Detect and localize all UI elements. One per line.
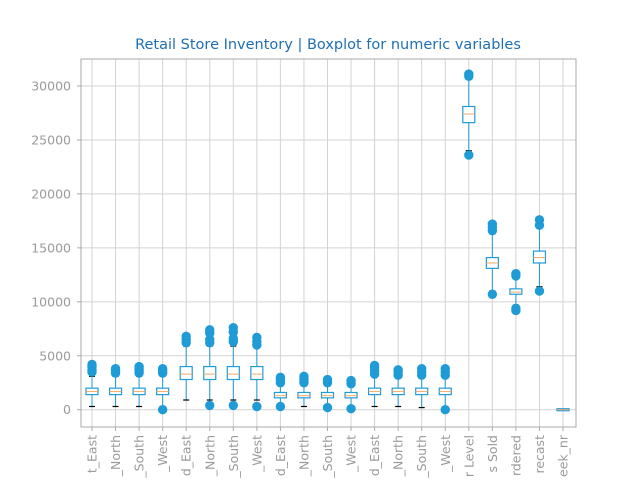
grid-lines bbox=[81, 59, 576, 427]
x-tick-label: rdered bbox=[508, 435, 523, 476]
box-_North bbox=[203, 325, 217, 411]
box-iqr bbox=[179, 365, 193, 381]
box-t_East bbox=[85, 359, 99, 408]
box-d_East bbox=[273, 372, 287, 412]
box-_South bbox=[226, 323, 240, 411]
x-tick-label: _North bbox=[296, 435, 311, 477]
outlier-point bbox=[322, 374, 333, 385]
box-_South bbox=[415, 364, 429, 409]
x-tick-label: d_East bbox=[273, 435, 288, 476]
box-d_East bbox=[368, 360, 382, 408]
outlier-point bbox=[252, 332, 262, 343]
x-axis: t_East _North _South _West d_East _North _Sout… bbox=[85, 427, 571, 479]
x-tick-label: d_East bbox=[367, 435, 382, 476]
y-tick-label: 5000 bbox=[39, 348, 71, 363]
box-iqr bbox=[462, 105, 476, 124]
box-rdered bbox=[509, 269, 523, 316]
outlier-point bbox=[464, 150, 474, 160]
y-tick-label: 30000 bbox=[31, 78, 71, 93]
outlier-point bbox=[417, 364, 427, 374]
plot-area-frame bbox=[80, 58, 577, 428]
box-_West bbox=[344, 375, 358, 414]
x-tick-label: t_East bbox=[85, 435, 100, 473]
x-tick-label: _North bbox=[391, 435, 406, 477]
x-tick-label: _South bbox=[226, 435, 241, 479]
outlier-point bbox=[275, 372, 286, 383]
outlier-point bbox=[440, 364, 450, 374]
x-tick-label: r Level bbox=[461, 435, 476, 477]
box-_South bbox=[132, 361, 146, 408]
y-axis: 0 5000 10000 15000 20000 25000 30000 bbox=[31, 78, 81, 417]
box-d_East bbox=[179, 331, 193, 401]
x-tick-label: eek_nr bbox=[556, 434, 571, 477]
x-tick-label: _West bbox=[438, 435, 453, 473]
outlier-point bbox=[346, 403, 356, 414]
y-tick-label: 25000 bbox=[31, 132, 71, 147]
outlier-point bbox=[205, 325, 215, 335]
outlier-point bbox=[393, 365, 403, 375]
box-s Sold bbox=[485, 219, 499, 299]
boxes bbox=[85, 69, 570, 415]
x-tick-label: _North bbox=[202, 435, 217, 477]
box-_South bbox=[320, 374, 335, 413]
box-r Level bbox=[462, 69, 476, 160]
box-_North bbox=[297, 371, 311, 408]
outlier-point bbox=[205, 400, 215, 411]
outlier-point bbox=[369, 360, 380, 371]
box-iqr bbox=[297, 391, 311, 399]
outlier-point bbox=[275, 401, 286, 412]
x-tick-label: recast bbox=[532, 435, 547, 474]
x-tick-label: s Sold bbox=[485, 435, 500, 472]
outlier-point bbox=[181, 331, 191, 342]
outlier-point bbox=[464, 69, 474, 79]
x-tick-label: _South bbox=[320, 435, 335, 479]
box-_North bbox=[391, 365, 405, 408]
outlier-point bbox=[322, 402, 333, 413]
x-tick-label: _West bbox=[155, 435, 170, 473]
y-tick-label: 0 bbox=[63, 402, 71, 417]
outlier-point bbox=[346, 375, 356, 386]
box-_West bbox=[250, 332, 264, 412]
box-iqr bbox=[344, 391, 358, 399]
outlier-point bbox=[157, 405, 168, 415]
y-tick-label: 10000 bbox=[31, 294, 71, 309]
outlier-point bbox=[87, 359, 97, 370]
box-_North bbox=[108, 364, 123, 408]
box-eek_nr bbox=[556, 408, 570, 412]
box-iqr bbox=[226, 365, 240, 381]
outlier-point bbox=[534, 215, 545, 225]
outlier-point bbox=[511, 303, 521, 313]
y-tick-label: 20000 bbox=[31, 186, 71, 201]
chart-title: Retail Store Inventory | Boxplot for num… bbox=[135, 37, 521, 53]
outlier-point bbox=[110, 364, 121, 374]
x-tick-label: _West bbox=[344, 435, 359, 473]
box-iqr bbox=[250, 365, 264, 381]
outlier-point bbox=[487, 289, 498, 299]
outlier-point bbox=[299, 371, 309, 381]
outlier-point bbox=[228, 323, 239, 333]
x-tick-label: _South bbox=[132, 435, 147, 479]
box-_West bbox=[438, 364, 452, 415]
outlier-point bbox=[157, 364, 168, 374]
y-tick-label: 15000 bbox=[31, 240, 71, 255]
outlier-point bbox=[252, 401, 262, 412]
outlier-point bbox=[487, 219, 498, 229]
outlier-point bbox=[534, 286, 545, 296]
x-tick-label: _West bbox=[249, 435, 264, 473]
box-iqr bbox=[532, 250, 547, 264]
x-tick-label: _North bbox=[108, 435, 123, 477]
x-tick-label: d_East bbox=[179, 435, 194, 476]
box-iqr bbox=[203, 365, 217, 381]
box-recast bbox=[532, 215, 547, 296]
box-iqr bbox=[509, 288, 523, 295]
x-tick-label: _South bbox=[414, 435, 429, 479]
box-iqr bbox=[273, 391, 287, 399]
box-_West bbox=[156, 364, 170, 415]
box-iqr bbox=[320, 391, 335, 399]
outlier-point bbox=[134, 361, 144, 372]
outlier-point bbox=[228, 400, 239, 411]
outlier-point bbox=[440, 405, 450, 415]
outlier-point bbox=[511, 269, 521, 279]
